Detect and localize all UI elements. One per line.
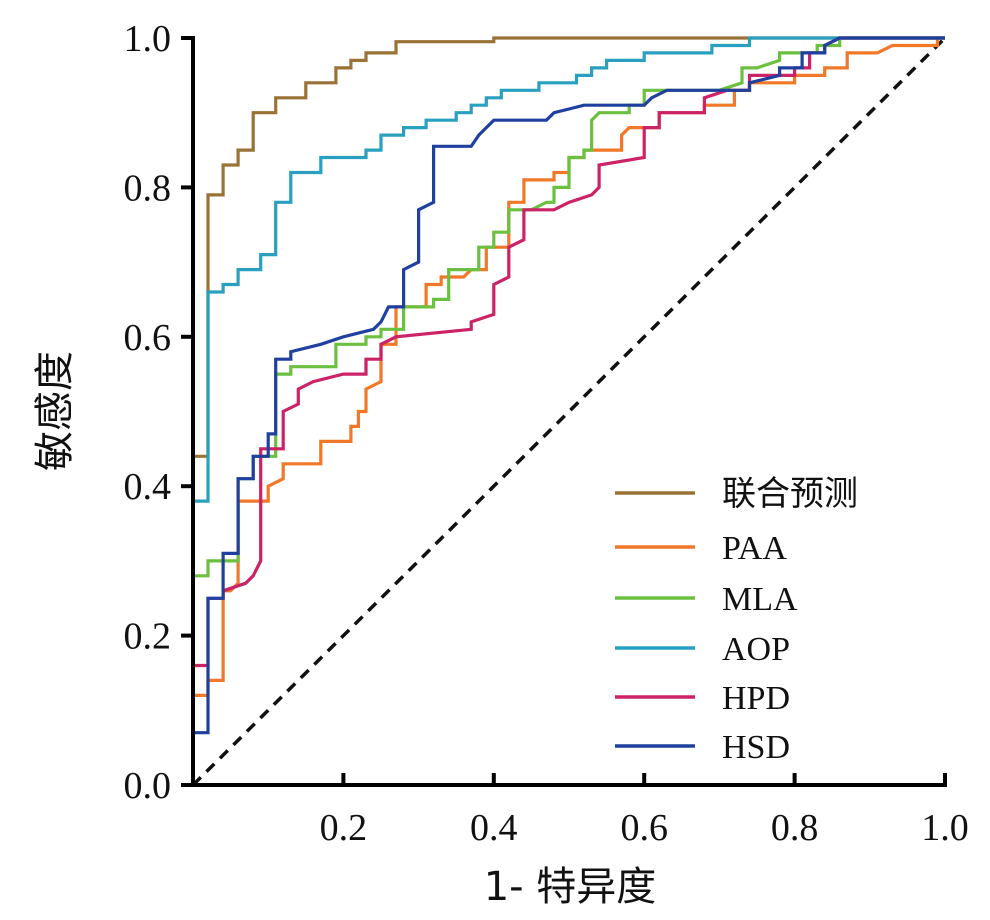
x-axis-title: 1- 特异度 bbox=[484, 864, 657, 910]
axes bbox=[191, 36, 947, 787]
ticks: 0.0 0.2 0.4 0.6 0.8 1.0 0.2 0.4 0.6 0.8 1.0 bbox=[124, 18, 969, 849]
y-axis-title: 敏感度 bbox=[32, 351, 78, 471]
y-tick-label: 0.6 bbox=[124, 317, 172, 359]
legend-item: HSD bbox=[615, 729, 790, 766]
series-line-1 bbox=[191, 36, 945, 785]
legend-item: 联合预测 bbox=[615, 475, 858, 513]
x-tick-label: 0.2 bbox=[320, 807, 368, 849]
y-tick-label: 0.0 bbox=[124, 765, 172, 807]
legend-item: HPD bbox=[615, 680, 790, 717]
legend-label: MLA bbox=[722, 581, 798, 618]
series-line-4 bbox=[191, 36, 945, 785]
x-tick-label: 0.4 bbox=[470, 807, 518, 849]
legend-item: PAA bbox=[615, 530, 787, 567]
x-tick-label: 0.6 bbox=[620, 807, 668, 849]
legend-label: HPD bbox=[722, 680, 790, 717]
legend-label: HSD bbox=[722, 729, 790, 766]
series-line-3 bbox=[191, 36, 945, 785]
plot-area bbox=[191, 36, 947, 787]
legend-label: AOP bbox=[722, 631, 790, 668]
y-tick-label: 0.4 bbox=[124, 466, 172, 508]
y-tick-label: 0.8 bbox=[124, 167, 172, 209]
x-tick-label: 0.8 bbox=[771, 807, 819, 849]
x-tick-label: 1.0 bbox=[921, 807, 969, 849]
reference-diagonal-line bbox=[191, 36, 947, 787]
y-tick-label: 0.2 bbox=[124, 616, 172, 658]
legend-label: 联合预测 bbox=[722, 475, 858, 513]
legend: 联合预测 PAA MLA AOP HPD HSD bbox=[615, 475, 858, 766]
y-tick-label: 1.0 bbox=[124, 18, 172, 60]
series-line-5 bbox=[191, 36, 945, 785]
legend-label: PAA bbox=[722, 530, 787, 567]
series-line-6 bbox=[191, 36, 945, 785]
legend-item: AOP bbox=[615, 631, 790, 668]
legend-item: MLA bbox=[615, 581, 798, 618]
